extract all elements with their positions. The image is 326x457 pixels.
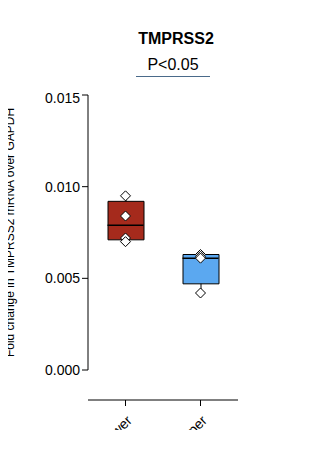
svg-text:Upper: Upper xyxy=(172,412,211,430)
svg-text:Fold change in TMPRSS2 mRNA ov: Fold change in TMPRSS2 mRNA over GAPDH xyxy=(8,108,17,357)
html-text:P<0.05: P<0.05 xyxy=(147,56,199,73)
html-text:TMPRSS2: TMPRSS2 xyxy=(138,30,214,47)
svg-text:0.005: 0.005 xyxy=(45,270,80,286)
svg-text:Lower: Lower xyxy=(97,412,136,430)
svg-text:0.000: 0.000 xyxy=(45,362,80,378)
svg-text:0.010: 0.010 xyxy=(45,179,80,195)
svg-text:0.015: 0.015 xyxy=(45,90,80,106)
